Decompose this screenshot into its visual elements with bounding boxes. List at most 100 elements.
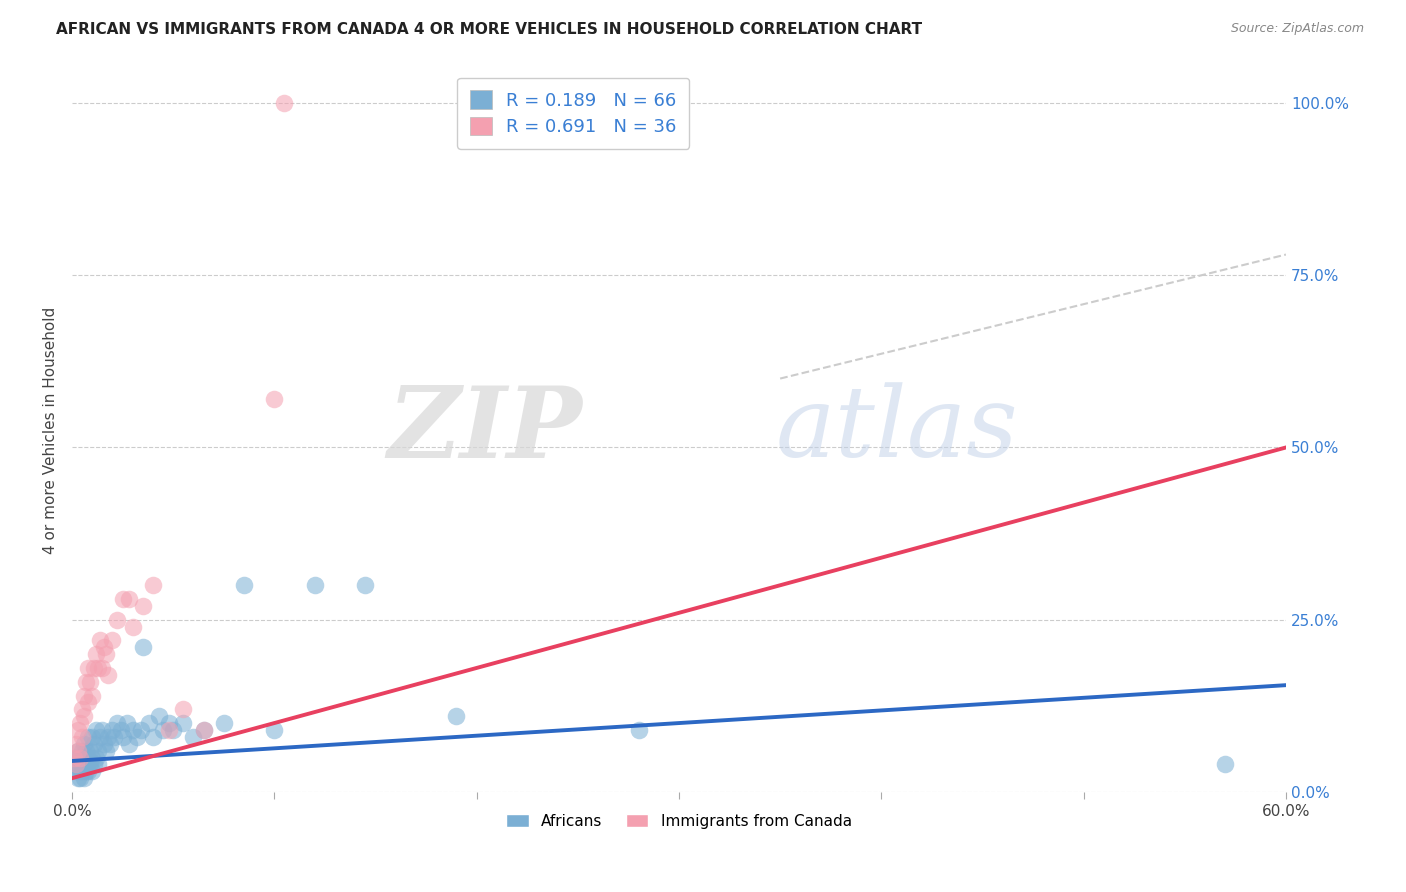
Immigrants from Canada — [121, 619, 143, 633]
Immigrants from Canada — [69, 750, 91, 764]
Immigrants from Canada — [79, 674, 101, 689]
Africans — [233, 578, 256, 592]
Africans — [69, 771, 91, 785]
Africans — [83, 757, 105, 772]
Africans — [65, 764, 87, 779]
Immigrants from Canada — [96, 647, 118, 661]
Immigrants from Canada — [172, 702, 194, 716]
Legend: Africans, Immigrants from Canada: Africans, Immigrants from Canada — [501, 807, 858, 835]
Africans — [73, 750, 96, 764]
Africans — [63, 757, 86, 772]
Africans — [77, 764, 100, 779]
Africans — [121, 723, 143, 737]
Africans — [89, 730, 111, 744]
Africans — [75, 757, 97, 772]
Africans — [79, 757, 101, 772]
Africans — [118, 737, 141, 751]
Africans — [69, 764, 91, 779]
Africans — [193, 723, 215, 737]
Africans — [77, 730, 100, 744]
Africans — [101, 723, 124, 737]
Africans — [83, 737, 105, 751]
Immigrants from Canada — [87, 661, 110, 675]
Africans — [84, 723, 107, 737]
Africans — [93, 737, 115, 751]
Immigrants from Canada — [97, 668, 120, 682]
Africans — [82, 750, 104, 764]
Immigrants from Canada — [83, 661, 105, 675]
Immigrants from Canada — [70, 702, 93, 716]
Africans — [67, 771, 90, 785]
Africans — [67, 757, 90, 772]
Africans — [82, 730, 104, 744]
Africans — [70, 757, 93, 772]
Immigrants from Canada — [69, 716, 91, 731]
Africans — [70, 764, 93, 779]
Africans — [70, 744, 93, 758]
Africans — [142, 730, 165, 744]
Immigrants from Canada — [67, 744, 90, 758]
Immigrants from Canada — [263, 392, 285, 407]
Immigrants from Canada — [73, 689, 96, 703]
Africans — [67, 744, 90, 758]
Africans — [69, 750, 91, 764]
Africans — [1213, 757, 1236, 772]
Immigrants from Canada — [142, 578, 165, 592]
Immigrants from Canada — [63, 750, 86, 764]
Immigrants from Canada — [132, 599, 155, 613]
Africans — [100, 737, 122, 751]
Africans — [263, 723, 285, 737]
Africans — [115, 716, 138, 731]
Africans — [446, 709, 468, 723]
Africans — [87, 744, 110, 758]
Africans — [77, 750, 100, 764]
Africans — [132, 640, 155, 655]
Immigrants from Canada — [91, 661, 114, 675]
Immigrants from Canada — [157, 723, 180, 737]
Africans — [65, 750, 87, 764]
Immigrants from Canada — [105, 613, 128, 627]
Africans — [152, 723, 174, 737]
Africans — [172, 716, 194, 731]
Africans — [91, 723, 114, 737]
Africans — [79, 744, 101, 758]
Immigrants from Canada — [111, 592, 134, 607]
Africans — [125, 730, 148, 744]
Africans — [354, 578, 377, 592]
Africans — [87, 757, 110, 772]
Immigrants from Canada — [89, 633, 111, 648]
Immigrants from Canada — [77, 695, 100, 709]
Immigrants from Canada — [70, 730, 93, 744]
Text: ZIP: ZIP — [387, 382, 582, 478]
Immigrants from Canada — [77, 661, 100, 675]
Immigrants from Canada — [101, 633, 124, 648]
Immigrants from Canada — [93, 640, 115, 655]
Africans — [212, 716, 235, 731]
Text: Source: ZipAtlas.com: Source: ZipAtlas.com — [1230, 22, 1364, 36]
Immigrants from Canada — [273, 95, 295, 110]
Text: AFRICAN VS IMMIGRANTS FROM CANADA 4 OR MORE VEHICLES IN HOUSEHOLD CORRELATION CH: AFRICAN VS IMMIGRANTS FROM CANADA 4 OR M… — [56, 22, 922, 37]
Africans — [148, 709, 170, 723]
Africans — [97, 730, 120, 744]
Immigrants from Canada — [65, 757, 87, 772]
Immigrants from Canada — [75, 674, 97, 689]
Africans — [73, 737, 96, 751]
Africans — [103, 730, 125, 744]
Immigrants from Canada — [84, 647, 107, 661]
Africans — [138, 716, 160, 731]
Immigrants from Canada — [73, 709, 96, 723]
Africans — [162, 723, 184, 737]
Africans — [82, 764, 104, 779]
Africans — [157, 716, 180, 731]
Africans — [627, 723, 650, 737]
Immigrants from Canada — [82, 689, 104, 703]
Africans — [84, 750, 107, 764]
Text: atlas: atlas — [776, 383, 1019, 478]
Africans — [73, 771, 96, 785]
Africans — [129, 723, 152, 737]
Africans — [96, 744, 118, 758]
Immigrants from Canada — [193, 723, 215, 737]
Immigrants from Canada — [67, 723, 90, 737]
Africans — [75, 744, 97, 758]
Africans — [75, 764, 97, 779]
